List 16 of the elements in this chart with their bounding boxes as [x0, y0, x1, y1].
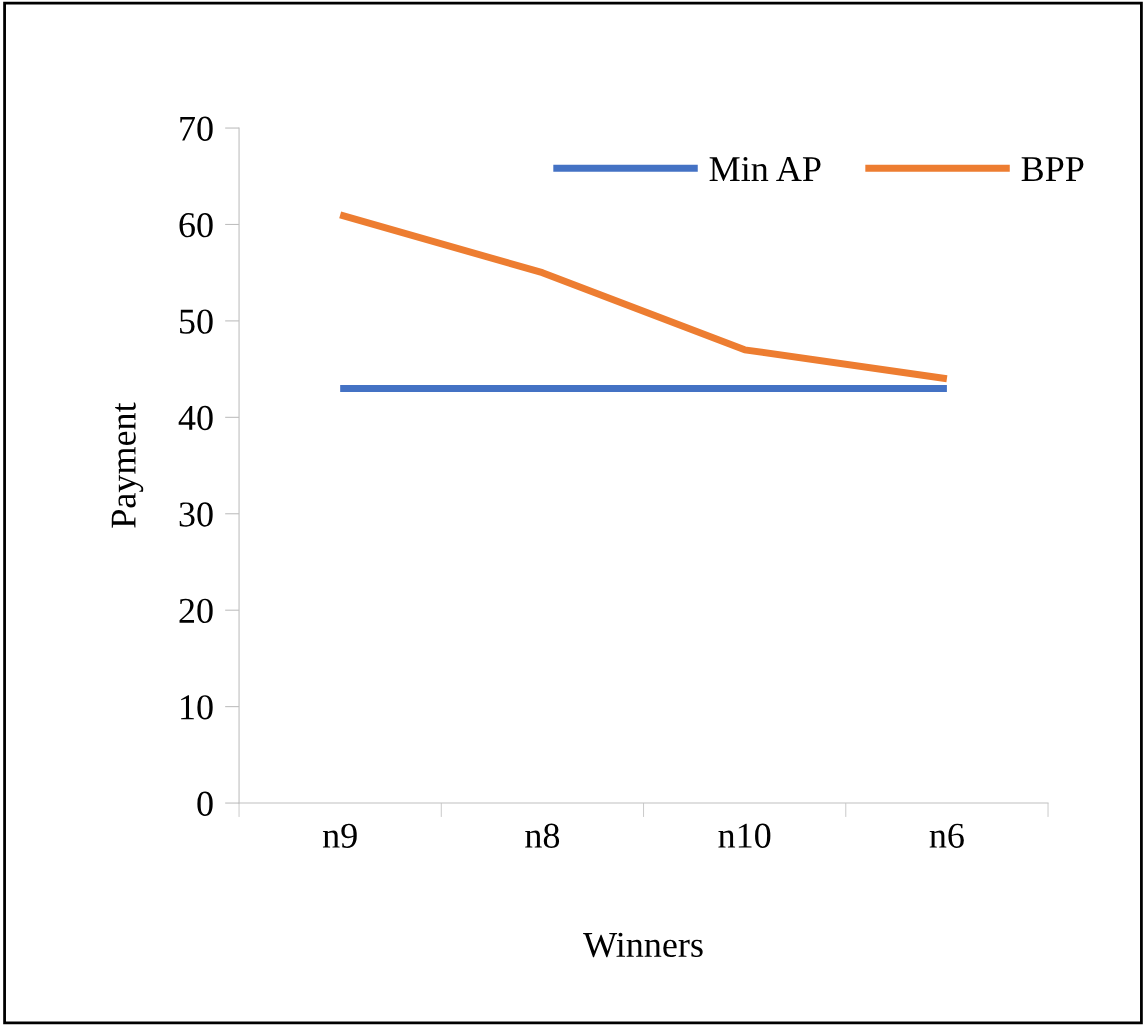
y-axis-title: Payment: [111, 402, 144, 528]
y-tick-label: 0: [197, 791, 213, 816]
y-tick-label: 20: [179, 598, 213, 624]
x-tick-label: n10: [718, 823, 771, 848]
x-tick-label: n8: [525, 823, 560, 848]
y-tick-label: 50: [180, 309, 213, 334]
legend-label: Min AP: [709, 156, 821, 181]
y-tick-label: 60: [179, 212, 213, 238]
x-tick-label: n9: [322, 823, 357, 848]
legend-label: BPP: [1021, 157, 1084, 182]
y-tick-label: 10: [181, 695, 213, 720]
x-tick-label: n6: [929, 823, 964, 848]
y-tick-label: 70: [180, 116, 213, 141]
y-tick-label: 40: [178, 405, 213, 431]
x-axis-title: Winners: [583, 932, 703, 958]
y-tick-label: 30: [179, 502, 213, 527]
